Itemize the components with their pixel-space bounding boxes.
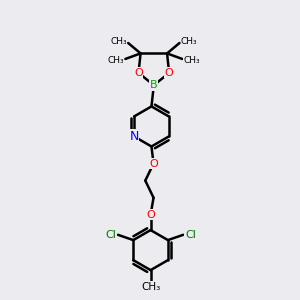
Text: N: N (129, 130, 139, 143)
Text: CH₃: CH₃ (181, 37, 198, 46)
Text: CH₃: CH₃ (184, 56, 200, 65)
Text: Cl: Cl (105, 230, 116, 240)
Text: CH₃: CH₃ (141, 282, 160, 292)
Text: CH₃: CH₃ (107, 56, 124, 65)
Text: CH₃: CH₃ (110, 37, 127, 46)
Text: O: O (146, 210, 155, 220)
Text: B: B (150, 80, 158, 90)
Text: Cl: Cl (185, 230, 196, 240)
Text: O: O (149, 158, 158, 169)
Text: O: O (134, 68, 143, 78)
Text: O: O (165, 68, 173, 78)
